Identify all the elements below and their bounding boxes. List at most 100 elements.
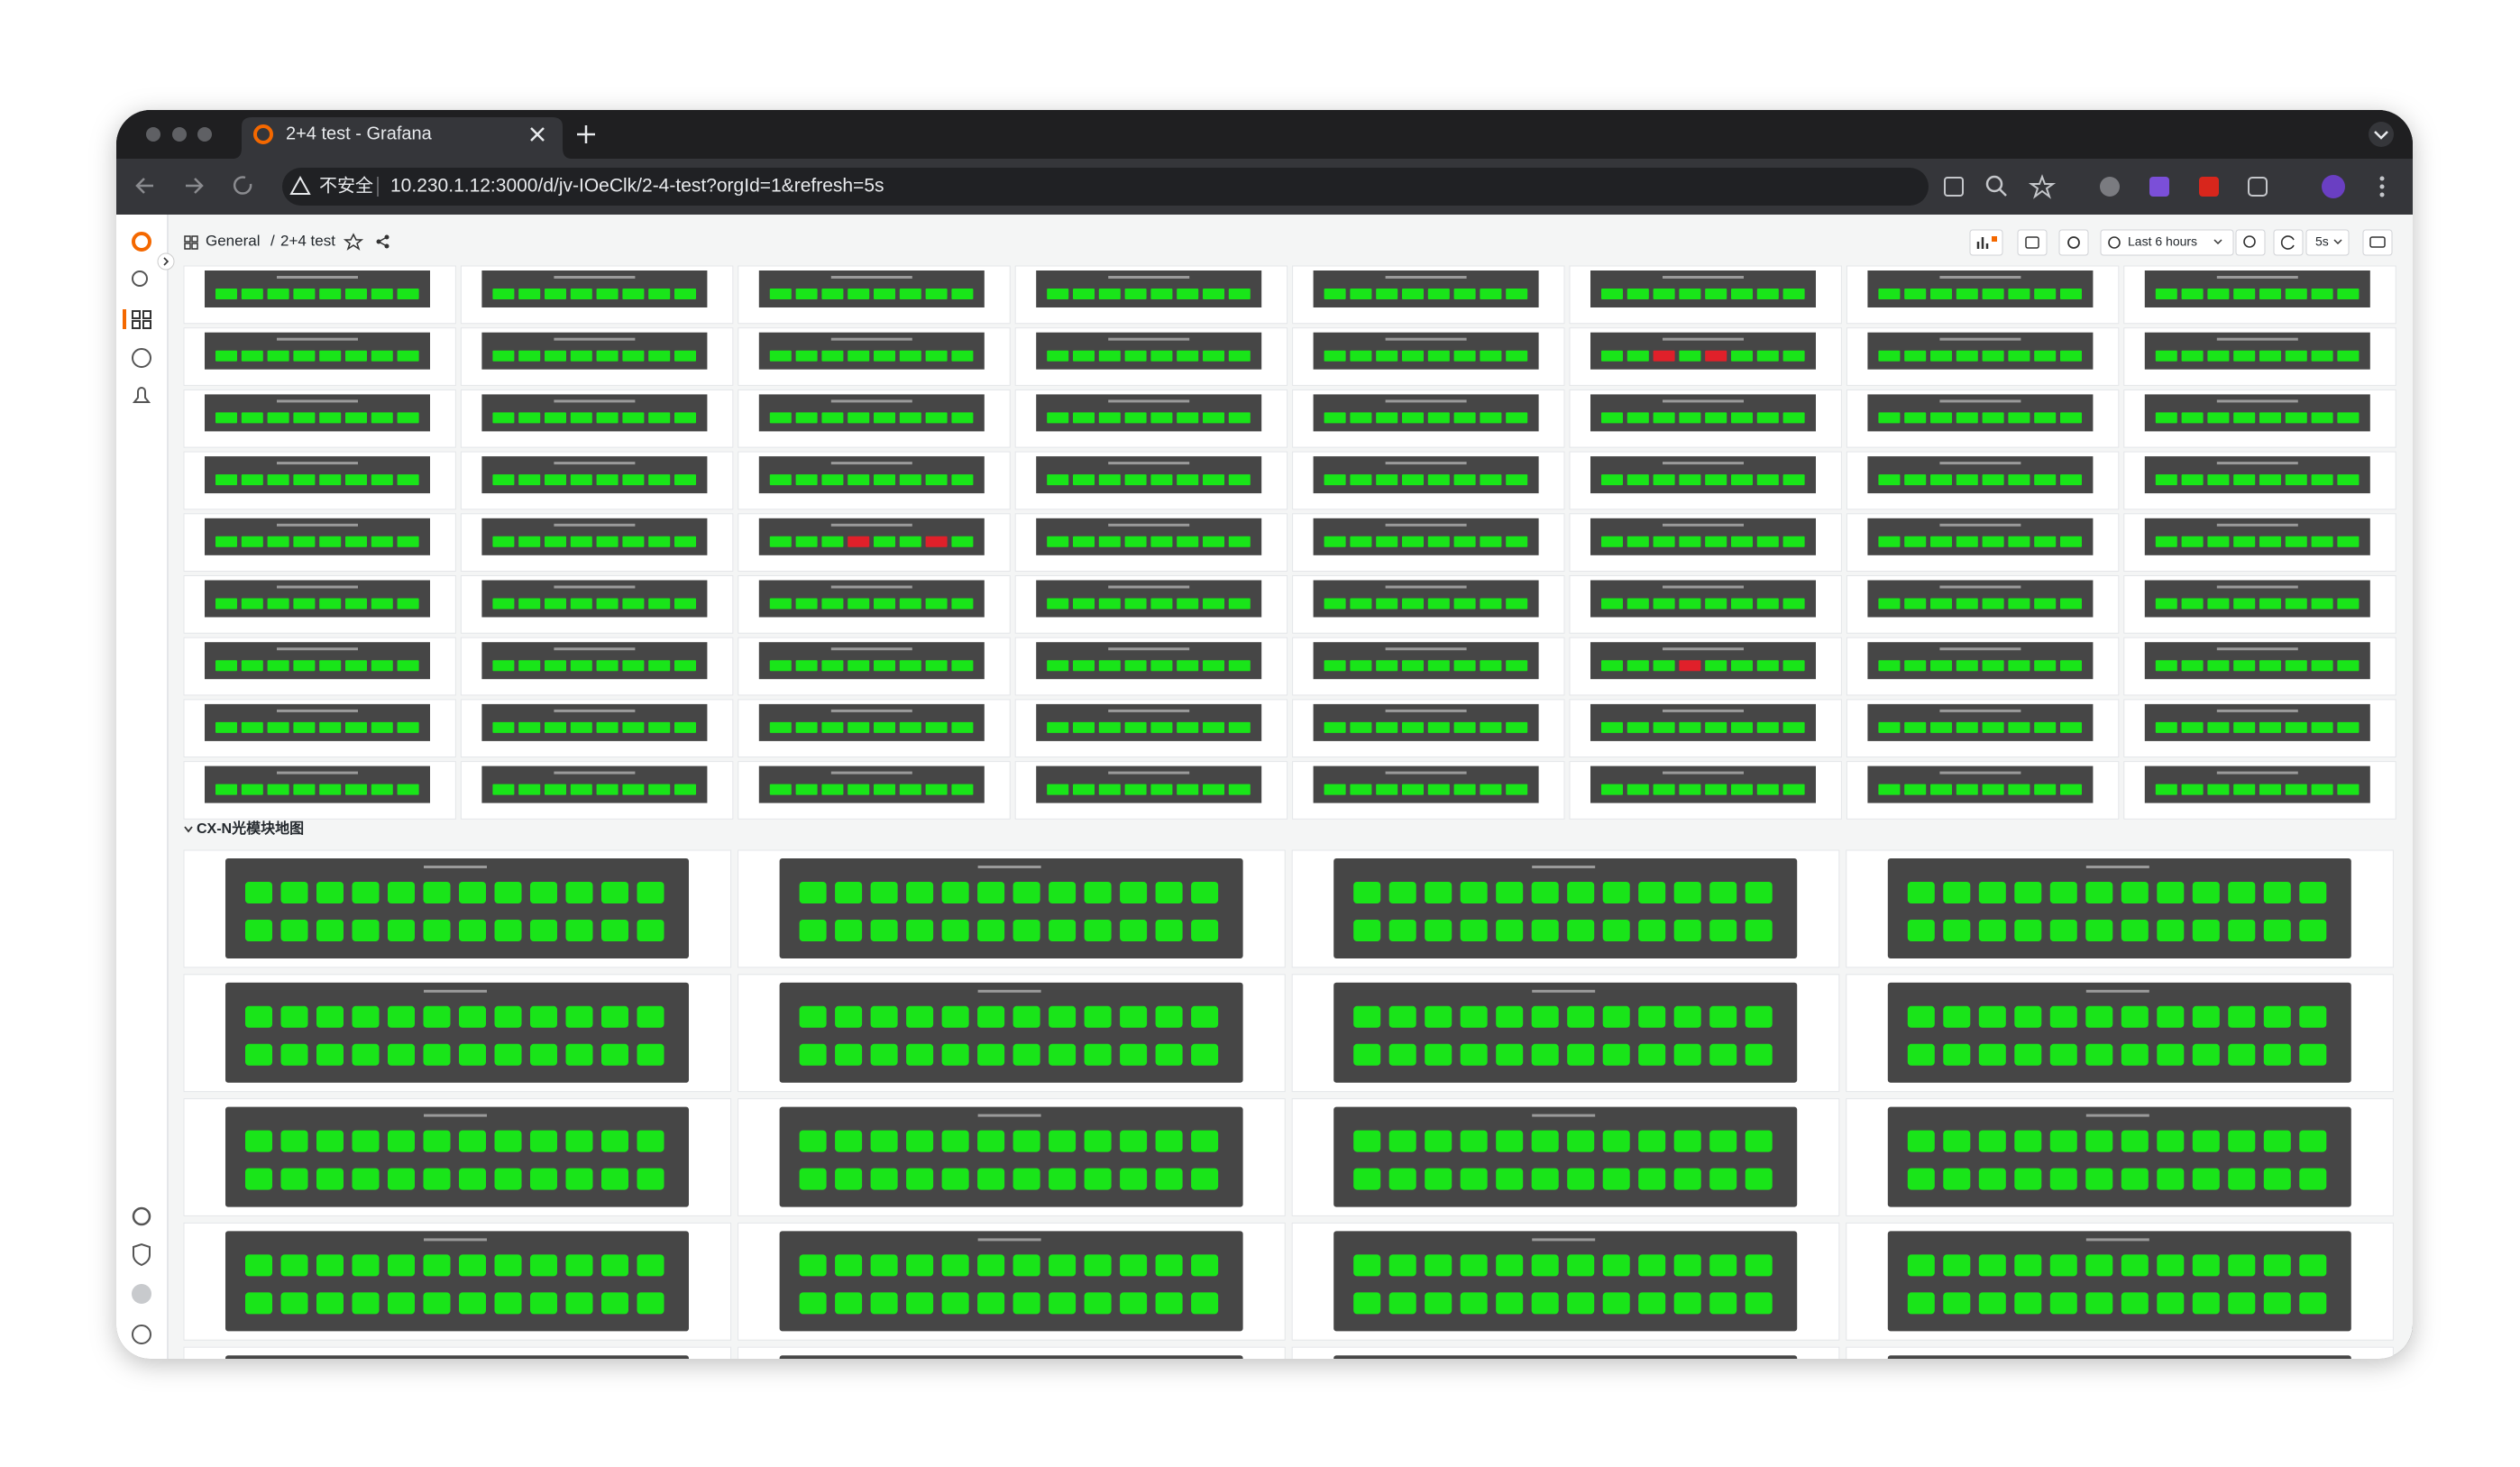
tv-mode-button[interactable] bbox=[2362, 229, 2393, 256]
star-button[interactable] bbox=[343, 233, 364, 251]
optical-module bbox=[977, 1379, 1004, 1400]
port bbox=[1427, 721, 1450, 733]
module-panel bbox=[738, 1346, 1286, 1359]
port bbox=[397, 474, 419, 486]
row-collapse-icon[interactable] bbox=[184, 826, 193, 833]
reload-button[interactable] bbox=[233, 176, 252, 195]
port bbox=[1982, 350, 2004, 362]
extension-3[interactable] bbox=[2199, 177, 2219, 197]
active-tab[interactable] bbox=[233, 117, 572, 159]
port bbox=[1627, 289, 1649, 299]
profile-avatar[interactable] bbox=[2322, 175, 2345, 198]
window-zoom[interactable] bbox=[197, 127, 212, 142]
port bbox=[1756, 536, 1779, 547]
optical-module bbox=[1496, 1168, 1524, 1190]
dashboards-icon[interactable] bbox=[132, 310, 151, 329]
add-panel-plus bbox=[1992, 236, 1997, 242]
port bbox=[1878, 536, 1901, 547]
optical-module bbox=[2157, 882, 2185, 903]
panel-title-placeholder bbox=[2216, 462, 2298, 465]
optical-module bbox=[637, 1168, 664, 1190]
save-button[interactable] bbox=[2017, 229, 2048, 256]
port bbox=[267, 660, 289, 672]
port bbox=[570, 289, 592, 299]
port bbox=[648, 536, 671, 547]
tab-close[interactable] bbox=[530, 127, 545, 142]
settings-icon[interactable] bbox=[132, 1206, 151, 1226]
optical-module bbox=[1673, 1130, 1701, 1152]
optical-module bbox=[1353, 882, 1381, 903]
menu-dot[interactable] bbox=[2379, 176, 2385, 181]
optical-module bbox=[1673, 920, 1701, 941]
new-tab[interactable] bbox=[577, 125, 595, 143]
port bbox=[795, 660, 818, 672]
optical-module bbox=[1531, 1005, 1559, 1028]
optical-module bbox=[2299, 882, 2327, 903]
port bbox=[293, 660, 316, 672]
port bbox=[545, 350, 566, 362]
port bbox=[1203, 721, 1224, 733]
port bbox=[951, 536, 974, 547]
optical-module bbox=[2085, 1417, 2112, 1438]
section-title[interactable]: CX-N光模块地图 bbox=[197, 820, 304, 837]
extension-2[interactable] bbox=[2149, 177, 2169, 197]
panel-title-placeholder bbox=[1108, 337, 1190, 341]
tab-search[interactable] bbox=[2369, 122, 2394, 147]
port bbox=[2181, 474, 2204, 486]
refresh-button[interactable] bbox=[2273, 229, 2304, 256]
window-close[interactable] bbox=[146, 127, 160, 142]
settings-button[interactable] bbox=[2058, 229, 2089, 256]
help-icon[interactable] bbox=[132, 1325, 151, 1344]
add-panel-button[interactable] bbox=[1969, 229, 2003, 256]
port bbox=[1350, 536, 1372, 547]
optical-module bbox=[2121, 1043, 2149, 1066]
port bbox=[1731, 721, 1753, 733]
extension-1[interactable] bbox=[2100, 177, 2120, 197]
optical-module bbox=[1567, 1254, 1595, 1277]
grafana-logo[interactable] bbox=[132, 232, 151, 252]
optical-module bbox=[1638, 1130, 1666, 1152]
menu-expand[interactable] bbox=[157, 252, 175, 270]
optical-module bbox=[245, 1417, 272, 1438]
search-icon[interactable] bbox=[132, 270, 148, 287]
address-bar[interactable] bbox=[282, 168, 1929, 206]
translate-icon[interactable] bbox=[1944, 177, 1964, 197]
optical-module bbox=[637, 1379, 664, 1400]
optical-module bbox=[941, 1043, 969, 1066]
port bbox=[1073, 536, 1095, 547]
optical-module bbox=[2299, 920, 2327, 941]
refresh-interval[interactable] bbox=[2305, 229, 2350, 256]
back-button[interactable] bbox=[135, 178, 153, 194]
breadcrumb-dashboard[interactable]: 2+4 test bbox=[280, 232, 335, 249]
explore-icon[interactable] bbox=[132, 348, 151, 368]
port bbox=[518, 412, 541, 424]
port bbox=[1705, 536, 1727, 547]
port bbox=[1731, 350, 1753, 362]
optical-module bbox=[530, 1417, 557, 1438]
port bbox=[769, 474, 792, 486]
panel-title-placeholder bbox=[2216, 276, 2298, 279]
admin-icon[interactable] bbox=[133, 1242, 151, 1267]
port bbox=[1705, 289, 1727, 299]
window-minimize[interactable] bbox=[172, 127, 187, 142]
port bbox=[1705, 784, 1727, 795]
optical-module bbox=[1602, 882, 1630, 903]
port bbox=[769, 350, 792, 362]
port bbox=[2008, 598, 2030, 610]
port bbox=[319, 412, 342, 424]
port bbox=[1453, 474, 1476, 486]
optical-module bbox=[245, 1043, 272, 1066]
module-chassis bbox=[779, 1231, 1243, 1332]
share-button[interactable] bbox=[376, 234, 389, 249]
time-picker[interactable] bbox=[2100, 229, 2234, 256]
breadcrumb-folder[interactable]: General bbox=[206, 232, 260, 249]
zoom-out-button[interactable] bbox=[2235, 229, 2266, 256]
optical-module bbox=[565, 920, 593, 941]
extensions-menu[interactable] bbox=[2248, 177, 2268, 197]
port bbox=[1653, 474, 1675, 486]
forward-button[interactable] bbox=[186, 178, 204, 194]
user-avatar[interactable] bbox=[132, 1284, 151, 1304]
zoom-icon[interactable] bbox=[1985, 175, 2003, 193]
alerting-icon[interactable] bbox=[132, 387, 151, 403]
bookmark-star[interactable] bbox=[2028, 174, 2057, 199]
